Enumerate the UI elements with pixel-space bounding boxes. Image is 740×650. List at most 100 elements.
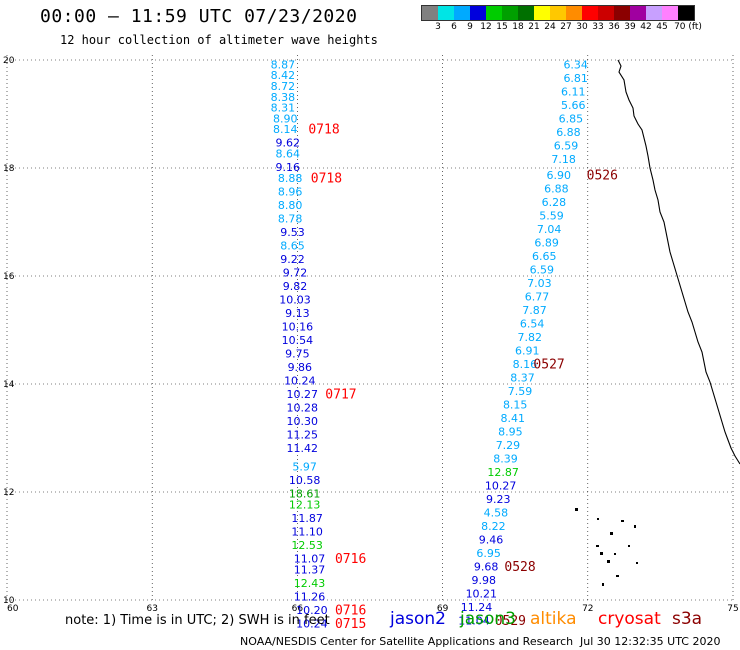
- wave-height-value: 7.59: [508, 385, 533, 398]
- wave-height-value: 10.24: [284, 374, 316, 387]
- wave-height-value: 6.34: [563, 58, 588, 71]
- wave-height-value: 7.29: [496, 439, 521, 452]
- wave-height-value: 11.07: [294, 553, 326, 566]
- wave-height-value: 6.54: [520, 318, 545, 331]
- color-swatch: [646, 6, 662, 20]
- pass-time-label: 0526: [587, 169, 618, 184]
- footer-timestamp: Jul 30 12:32:35 UTC 2020: [580, 635, 721, 648]
- wave-height-value: 9.23: [486, 493, 511, 506]
- wave-height-value: 10.28: [286, 401, 318, 414]
- wave-height-value: 11.04: [458, 615, 490, 628]
- wave-height-value: 8.42: [271, 69, 296, 82]
- wave-height-value: 6.11: [561, 85, 586, 98]
- pass-time-label: 0716: [335, 603, 366, 618]
- color-swatch: [502, 6, 518, 20]
- island: [614, 553, 616, 555]
- x-tick-label: 60: [7, 604, 19, 614]
- wave-height-value: 6.88: [556, 126, 581, 139]
- wave-height-value: 8.22: [481, 520, 506, 533]
- color-scale-label: 36: [608, 22, 620, 32]
- wave-height-value: 11.37: [294, 563, 326, 576]
- color-swatch: [582, 6, 598, 20]
- island: [607, 560, 610, 563]
- wave-height-value: 8.31: [271, 102, 296, 115]
- y-tick-label: 14: [3, 380, 15, 390]
- x-tick-label: 72: [582, 604, 593, 614]
- color-scale-label: 45: [656, 22, 668, 32]
- wave-height-value: 6.90: [547, 169, 572, 182]
- color-swatch: [614, 6, 630, 20]
- wave-height-value: 6.28: [542, 196, 567, 209]
- wave-height-value: 8.80: [278, 199, 303, 212]
- color-scale-label: 15: [496, 22, 508, 32]
- island: [621, 520, 624, 522]
- color-scale-label: 39: [624, 22, 636, 32]
- wave-height-value: 9.68: [474, 561, 499, 574]
- wave-height-value: 8.14: [273, 123, 298, 136]
- map-title: 00:00 – 11:59 UTC 07/23/2020: [40, 6, 358, 27]
- wave-height-value: 10.03: [279, 293, 311, 306]
- wave-height-value: 9.72: [283, 266, 308, 279]
- pass-time-label: 0718: [308, 123, 339, 138]
- wave-height-value: 6.59: [530, 264, 555, 277]
- wave-height-value: 8.90: [273, 112, 298, 125]
- wave-height-value: 8.39: [493, 453, 518, 466]
- pass-time-label: 0716: [335, 552, 366, 567]
- wave-height-value: 7.03: [527, 277, 552, 290]
- wave-height-value: 9.86: [288, 361, 313, 374]
- color-swatch: [630, 6, 646, 20]
- pass-time-label: 0718: [311, 171, 342, 186]
- color-scale-label: 9: [467, 22, 473, 32]
- color-swatch: [598, 6, 614, 20]
- wave-height-value: 7.82: [517, 331, 542, 344]
- wave-height-value: 11.42: [286, 442, 318, 455]
- island: [628, 545, 630, 547]
- color-scale-label: 70 (ft): [674, 22, 702, 32]
- wave-height-value: 8.16: [513, 358, 538, 371]
- wave-height-value: 6.88: [544, 183, 569, 196]
- wave-height-value: 10.24: [296, 617, 328, 630]
- wave-height-value: 12.87: [487, 466, 519, 479]
- map-grid: [6, 55, 734, 601]
- color-swatch: [534, 6, 550, 20]
- wave-height-value: 7.87: [522, 304, 547, 317]
- y-tick-label: 10: [3, 596, 15, 606]
- island: [616, 575, 619, 577]
- wave-height-value: 6.89: [534, 237, 559, 250]
- wave-height-value: 11.26: [294, 590, 326, 603]
- wave-height-values: 8.878.428.728.388.318.908.149.628.649.16…: [271, 58, 588, 630]
- wave-height-value: 8.65: [280, 239, 305, 252]
- map-subtitle: 12 hour collection of altimeter wave hei…: [60, 33, 378, 47]
- island: [597, 518, 599, 520]
- color-scale-label: 33: [592, 22, 604, 32]
- color-scale-label: 12: [480, 22, 492, 32]
- wave-height-value: 4.58: [484, 507, 509, 520]
- island: [636, 562, 638, 564]
- wave-height-value: 11.25: [286, 428, 318, 441]
- wave-height-value: 10.27: [286, 388, 318, 401]
- legend-item-cryosat: cryosat: [598, 609, 661, 629]
- pass-time-label: 0715: [335, 617, 366, 632]
- color-swatch: [438, 6, 454, 20]
- y-tick-label: 12: [3, 488, 14, 498]
- wave-height-value: 6.81: [563, 72, 588, 85]
- legend-item-altika: altika: [530, 609, 577, 629]
- wave-height-value: 18.61: [289, 488, 321, 501]
- x-tick-label: 66: [292, 604, 304, 614]
- wave-height-value: 8.96: [278, 185, 303, 198]
- color-swatch: [518, 6, 534, 20]
- island: [610, 532, 613, 535]
- legend-item-jason2: jason2: [390, 609, 446, 629]
- wave-height-value: 6.91: [515, 345, 540, 358]
- wave-height-value: 10.21: [466, 588, 498, 601]
- wave-height-value: 8.37: [510, 372, 535, 385]
- wave-height-value: 9.62: [275, 137, 300, 150]
- island: [634, 525, 636, 528]
- wave-height-value: 6.95: [476, 547, 501, 560]
- color-swatch: [550, 6, 566, 20]
- wave-height-value: 8.95: [498, 426, 523, 439]
- wave-height-value: 7.18: [551, 153, 576, 166]
- wave-height-value: 10.58: [289, 474, 321, 487]
- wave-height-value: 6.85: [559, 112, 584, 125]
- color-scale-label: 18: [512, 22, 524, 32]
